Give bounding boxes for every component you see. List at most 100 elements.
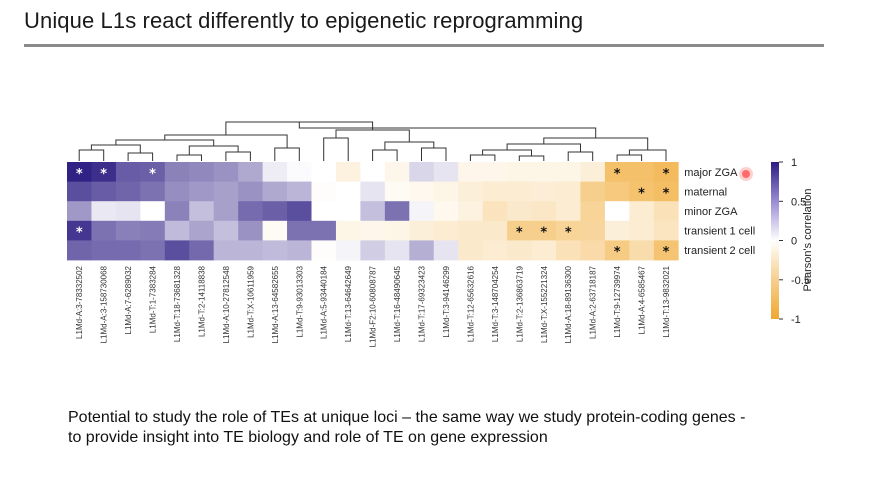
heatmap-cell (238, 181, 263, 202)
heatmap-cell (384, 220, 410, 241)
row-label: transient 1 cell (684, 226, 755, 238)
heatmap-cell (164, 240, 190, 261)
heatmap-cell (140, 220, 166, 241)
slide-title: Unique L1s react differently to epigenet… (24, 8, 584, 33)
heatmap-cell (482, 220, 508, 241)
dendrogram-branch (616, 154, 643, 161)
column-label: L1Md-T:18-73681328 (173, 265, 182, 342)
dendrogram-branch (78, 149, 105, 161)
heatmap-cell (556, 201, 581, 222)
dendrogram-branch (421, 147, 447, 161)
heatmap-cell (409, 220, 435, 241)
heatmap-cell (433, 181, 459, 202)
heatmap-cell (482, 201, 508, 222)
heatmap-cell (335, 181, 361, 202)
heatmap-cell (384, 162, 410, 182)
heatmap-cell (604, 162, 630, 182)
heatmap-cell (531, 201, 557, 222)
row-label: minor ZGA (684, 206, 738, 218)
heatmap-cell (213, 201, 239, 222)
heatmap-cell (115, 162, 141, 182)
heatmap-cell (580, 162, 606, 182)
row-label: transient 2 cell (684, 245, 755, 257)
heatmap-cell (360, 201, 386, 222)
significance-star: * (663, 186, 670, 201)
colorbar-tick-label: 0 (791, 236, 797, 248)
heatmap-cell (531, 240, 557, 261)
column-label: L1Md-T:X-10611959 (246, 265, 255, 337)
heatmap-cell (335, 220, 361, 241)
heatmap-cell (409, 201, 435, 222)
significance-star: * (638, 186, 645, 201)
heatmap-cell (507, 181, 532, 202)
heatmap-cell (653, 181, 679, 202)
heatmap-cell (653, 162, 679, 182)
heatmap-cell (482, 181, 508, 202)
heatmap-cell (262, 181, 288, 202)
heatmap-cell (629, 162, 655, 182)
heatmap-cell (311, 162, 337, 182)
heatmap-cell (604, 240, 630, 261)
heatmap-cell (238, 240, 263, 261)
heatmap-cell (189, 181, 215, 202)
heatmap-cell (482, 162, 508, 182)
significance-star: * (663, 167, 670, 182)
column-label: L1Md-T:12-65632616 (466, 265, 475, 342)
heatmap-cell (458, 220, 484, 241)
heatmap-cell (409, 181, 435, 202)
heatmap-cell (335, 240, 361, 261)
column-label: L1Md-A:3-158730068 (100, 265, 109, 343)
heatmap-cell (287, 240, 312, 261)
heatmap-cell (409, 162, 435, 182)
heatmap-cell (287, 201, 312, 222)
heatmap-cell (189, 240, 215, 261)
dendrogram-branch (323, 137, 349, 161)
column-label: L1Md-T:1-7383284 (149, 265, 158, 333)
heatmap-cell (91, 240, 117, 261)
significance-star: * (76, 167, 83, 182)
heatmap-cell (556, 181, 581, 202)
footer-text: Potential to study the role of TEs at un… (68, 408, 828, 448)
heatmap-cell (360, 240, 386, 261)
column-label: L1Md-A:7-6289032 (124, 265, 133, 334)
heatmap-cell (213, 181, 239, 202)
heatmap-cell (507, 240, 532, 261)
heatmap-cell (140, 162, 166, 182)
heatmap-cell (433, 201, 459, 222)
colorbar-tick-label: 1 (791, 157, 797, 169)
heatmap-cell (189, 201, 215, 222)
significance-star: * (540, 226, 547, 241)
dendrogram-branch (335, 129, 410, 142)
heatmap-cell (482, 240, 508, 261)
heatmap-cell (556, 240, 581, 261)
heatmap-cell (629, 181, 655, 202)
heatmap-cell (458, 240, 484, 261)
row-label: maternal (684, 186, 727, 198)
column-label: L1Md-T:9-93013303 (295, 265, 304, 337)
heatmap-cell (287, 181, 312, 202)
column-label: L1Md-A:10-27812548 (222, 265, 231, 343)
heatmap-cell (458, 181, 484, 202)
column-label: L1Md-T:3-148704254 (491, 265, 500, 342)
heatmap-cell (556, 220, 581, 241)
heatmap-cell (580, 240, 606, 261)
heatmap-cell (213, 220, 239, 241)
heatmap-cell (67, 181, 92, 202)
dendrogram-branch (518, 155, 545, 161)
heatmap-cell (115, 181, 141, 202)
heatmap-cell (458, 201, 484, 222)
dendrogram-branch (567, 151, 594, 161)
heatmap-cell (238, 201, 263, 222)
heatmap-cell (629, 201, 655, 222)
heatmap-cell (384, 201, 410, 222)
heatmap-cell (91, 201, 117, 222)
heatmap-cell (91, 162, 117, 182)
row-labels: major ZGA maternal minor ZGA transient 1 ce… (684, 167, 755, 257)
heatmap-cell (409, 240, 435, 261)
heatmap-cell (140, 240, 166, 261)
heatmap-cell (629, 220, 655, 241)
heatmap-cell (531, 181, 557, 202)
heatmap-cell (531, 220, 557, 241)
heatmap-cell (653, 240, 679, 261)
